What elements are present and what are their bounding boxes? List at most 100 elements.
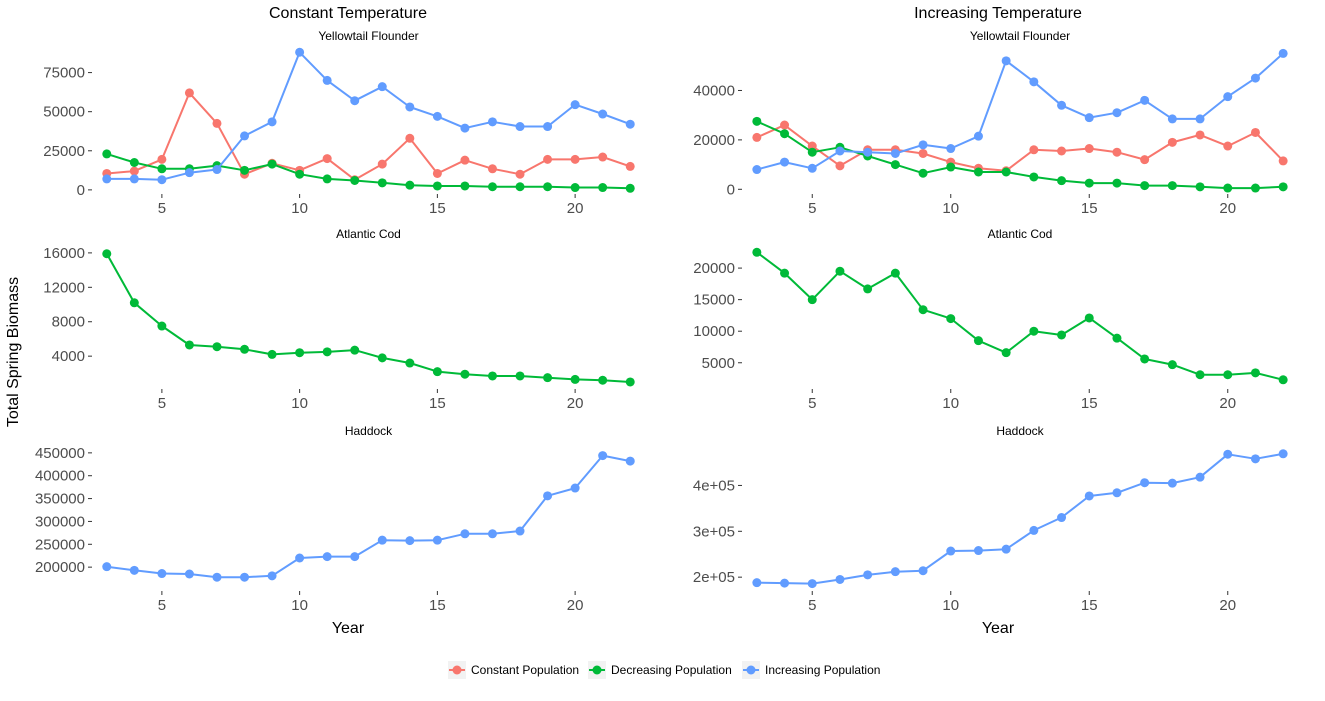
data-point-decreasing-population bbox=[157, 321, 167, 331]
data-point-decreasing-population bbox=[1029, 326, 1039, 336]
series-line-increasing-population bbox=[756, 52, 1284, 171]
y-tick-label: 16000 bbox=[43, 245, 85, 262]
data-point-increasing-population bbox=[1250, 73, 1260, 83]
data-point-decreasing-population bbox=[460, 369, 470, 379]
data-point-constant-population bbox=[625, 161, 635, 171]
data-point-constant-population bbox=[1057, 146, 1067, 156]
data-point-decreasing-population bbox=[267, 349, 277, 359]
panel-title: Yellowtail Flounder bbox=[318, 29, 418, 43]
panel-title: Haddock bbox=[996, 424, 1044, 438]
y-tick-label: 8000 bbox=[52, 314, 85, 331]
panel-yellowtail-flounder-constant-temperature: Yellowtail Flounder 0 25000 50000 75000 5 10 15… bbox=[43, 29, 635, 217]
data-point-increasing-population bbox=[1223, 92, 1233, 102]
data-point-increasing-population bbox=[807, 163, 817, 173]
x-tick-label: 15 bbox=[429, 200, 446, 217]
series-line-constant-population bbox=[106, 91, 631, 181]
panel-title: Atlantic Cod bbox=[336, 227, 401, 241]
data-point-increasing-population bbox=[835, 574, 845, 584]
data-point-increasing-population bbox=[1029, 77, 1039, 87]
x-tick-label: 10 bbox=[291, 597, 308, 614]
data-point-decreasing-population bbox=[1057, 330, 1067, 340]
x-tick-label: 10 bbox=[942, 200, 959, 217]
column-title-increasing-temperature: Increasing Temperature bbox=[914, 5, 1082, 22]
x-tick-label: 20 bbox=[1219, 395, 1236, 412]
panel-title: Atlantic Cod bbox=[988, 227, 1053, 241]
y-tick-label: 450000 bbox=[35, 445, 85, 462]
series-line-increasing-population bbox=[756, 452, 1284, 585]
x-tick-label: 15 bbox=[1081, 200, 1098, 217]
data-point-decreasing-population bbox=[835, 266, 845, 276]
data-point-decreasing-population bbox=[295, 169, 305, 179]
data-point-decreasing-population bbox=[515, 371, 525, 381]
data-point-increasing-population bbox=[515, 526, 525, 536]
legend-key-point bbox=[452, 665, 462, 675]
data-point-constant-population bbox=[460, 155, 470, 165]
data-point-increasing-population bbox=[1029, 525, 1039, 535]
data-point-increasing-population bbox=[1140, 95, 1150, 105]
data-point-decreasing-population bbox=[432, 367, 442, 377]
data-point-increasing-population bbox=[515, 122, 525, 132]
data-point-decreasing-population bbox=[570, 374, 580, 384]
data-point-decreasing-population bbox=[780, 268, 790, 278]
data-point-increasing-population bbox=[570, 100, 580, 110]
panel-atlantic-cod-constant-temperature: Atlantic Cod 4000 8000 12000 16000 5 10 15 20 bbox=[43, 227, 635, 412]
x-tick-label: 15 bbox=[1081, 597, 1098, 614]
y-tick-label: 20000 bbox=[693, 132, 735, 149]
data-point-decreasing-population bbox=[487, 182, 497, 192]
data-point-increasing-population bbox=[184, 569, 194, 579]
data-point-increasing-population bbox=[295, 553, 305, 563]
y-tick-label: 75000 bbox=[43, 65, 85, 82]
data-point-increasing-population bbox=[890, 567, 900, 577]
data-point-constant-population bbox=[405, 133, 415, 143]
data-point-decreasing-population bbox=[890, 160, 900, 170]
series-line-decreasing-population bbox=[756, 251, 1284, 381]
x-tick-label: 20 bbox=[567, 395, 584, 412]
data-point-decreasing-population bbox=[102, 149, 112, 159]
data-point-decreasing-population bbox=[212, 342, 222, 352]
data-point-increasing-population bbox=[752, 578, 762, 588]
data-point-increasing-population bbox=[1195, 114, 1205, 124]
data-point-constant-population bbox=[1084, 144, 1094, 154]
data-point-constant-population bbox=[1278, 156, 1288, 166]
data-point-constant-population bbox=[570, 154, 580, 164]
data-point-constant-population bbox=[835, 161, 845, 171]
data-point-increasing-population bbox=[350, 96, 360, 106]
data-point-increasing-population bbox=[1112, 488, 1122, 498]
data-point-decreasing-population bbox=[973, 336, 983, 346]
data-point-decreasing-population bbox=[1057, 176, 1067, 186]
data-point-increasing-population bbox=[267, 571, 277, 581]
x-tick-label: 10 bbox=[291, 395, 308, 412]
data-point-increasing-population bbox=[1223, 449, 1233, 459]
data-point-decreasing-population bbox=[625, 377, 635, 387]
data-point-increasing-population bbox=[1112, 108, 1122, 118]
data-point-increasing-population bbox=[890, 148, 900, 158]
data-point-decreasing-population bbox=[1112, 333, 1122, 343]
data-point-increasing-population bbox=[1140, 478, 1150, 488]
data-point-increasing-population bbox=[1084, 491, 1094, 501]
y-tick-label: 10000 bbox=[693, 323, 735, 340]
data-point-decreasing-population bbox=[377, 353, 387, 363]
data-point-increasing-population bbox=[460, 123, 470, 133]
y-tick-label: 0 bbox=[727, 181, 735, 198]
data-point-decreasing-population bbox=[1250, 183, 1260, 193]
x-tick-label: 5 bbox=[808, 395, 816, 412]
y-tick-label: 50000 bbox=[43, 104, 85, 121]
data-point-increasing-population bbox=[240, 572, 250, 582]
data-point-decreasing-population bbox=[1195, 182, 1205, 192]
data-point-decreasing-population bbox=[405, 358, 415, 368]
data-point-decreasing-population bbox=[1029, 172, 1039, 182]
data-point-increasing-population bbox=[184, 168, 194, 178]
legend-label: Decreasing Population bbox=[611, 663, 732, 677]
y-tick-label: 350000 bbox=[35, 491, 85, 508]
x-tick-label: 15 bbox=[429, 597, 446, 614]
data-point-constant-population bbox=[1029, 145, 1039, 155]
series-line-decreasing-population bbox=[106, 152, 631, 190]
panel-title: Haddock bbox=[345, 424, 393, 438]
panel-yellowtail-flounder-increasing-temperature: Yellowtail Flounder 0 20000 40000 5 10 15 20 bbox=[693, 29, 1288, 217]
y-tick-label: 12000 bbox=[43, 279, 85, 296]
data-point-constant-population bbox=[1195, 130, 1205, 140]
series-line-increasing-population bbox=[106, 454, 631, 579]
x-axis-title-right: Year bbox=[982, 620, 1015, 637]
y-tick-label: 40000 bbox=[693, 82, 735, 99]
